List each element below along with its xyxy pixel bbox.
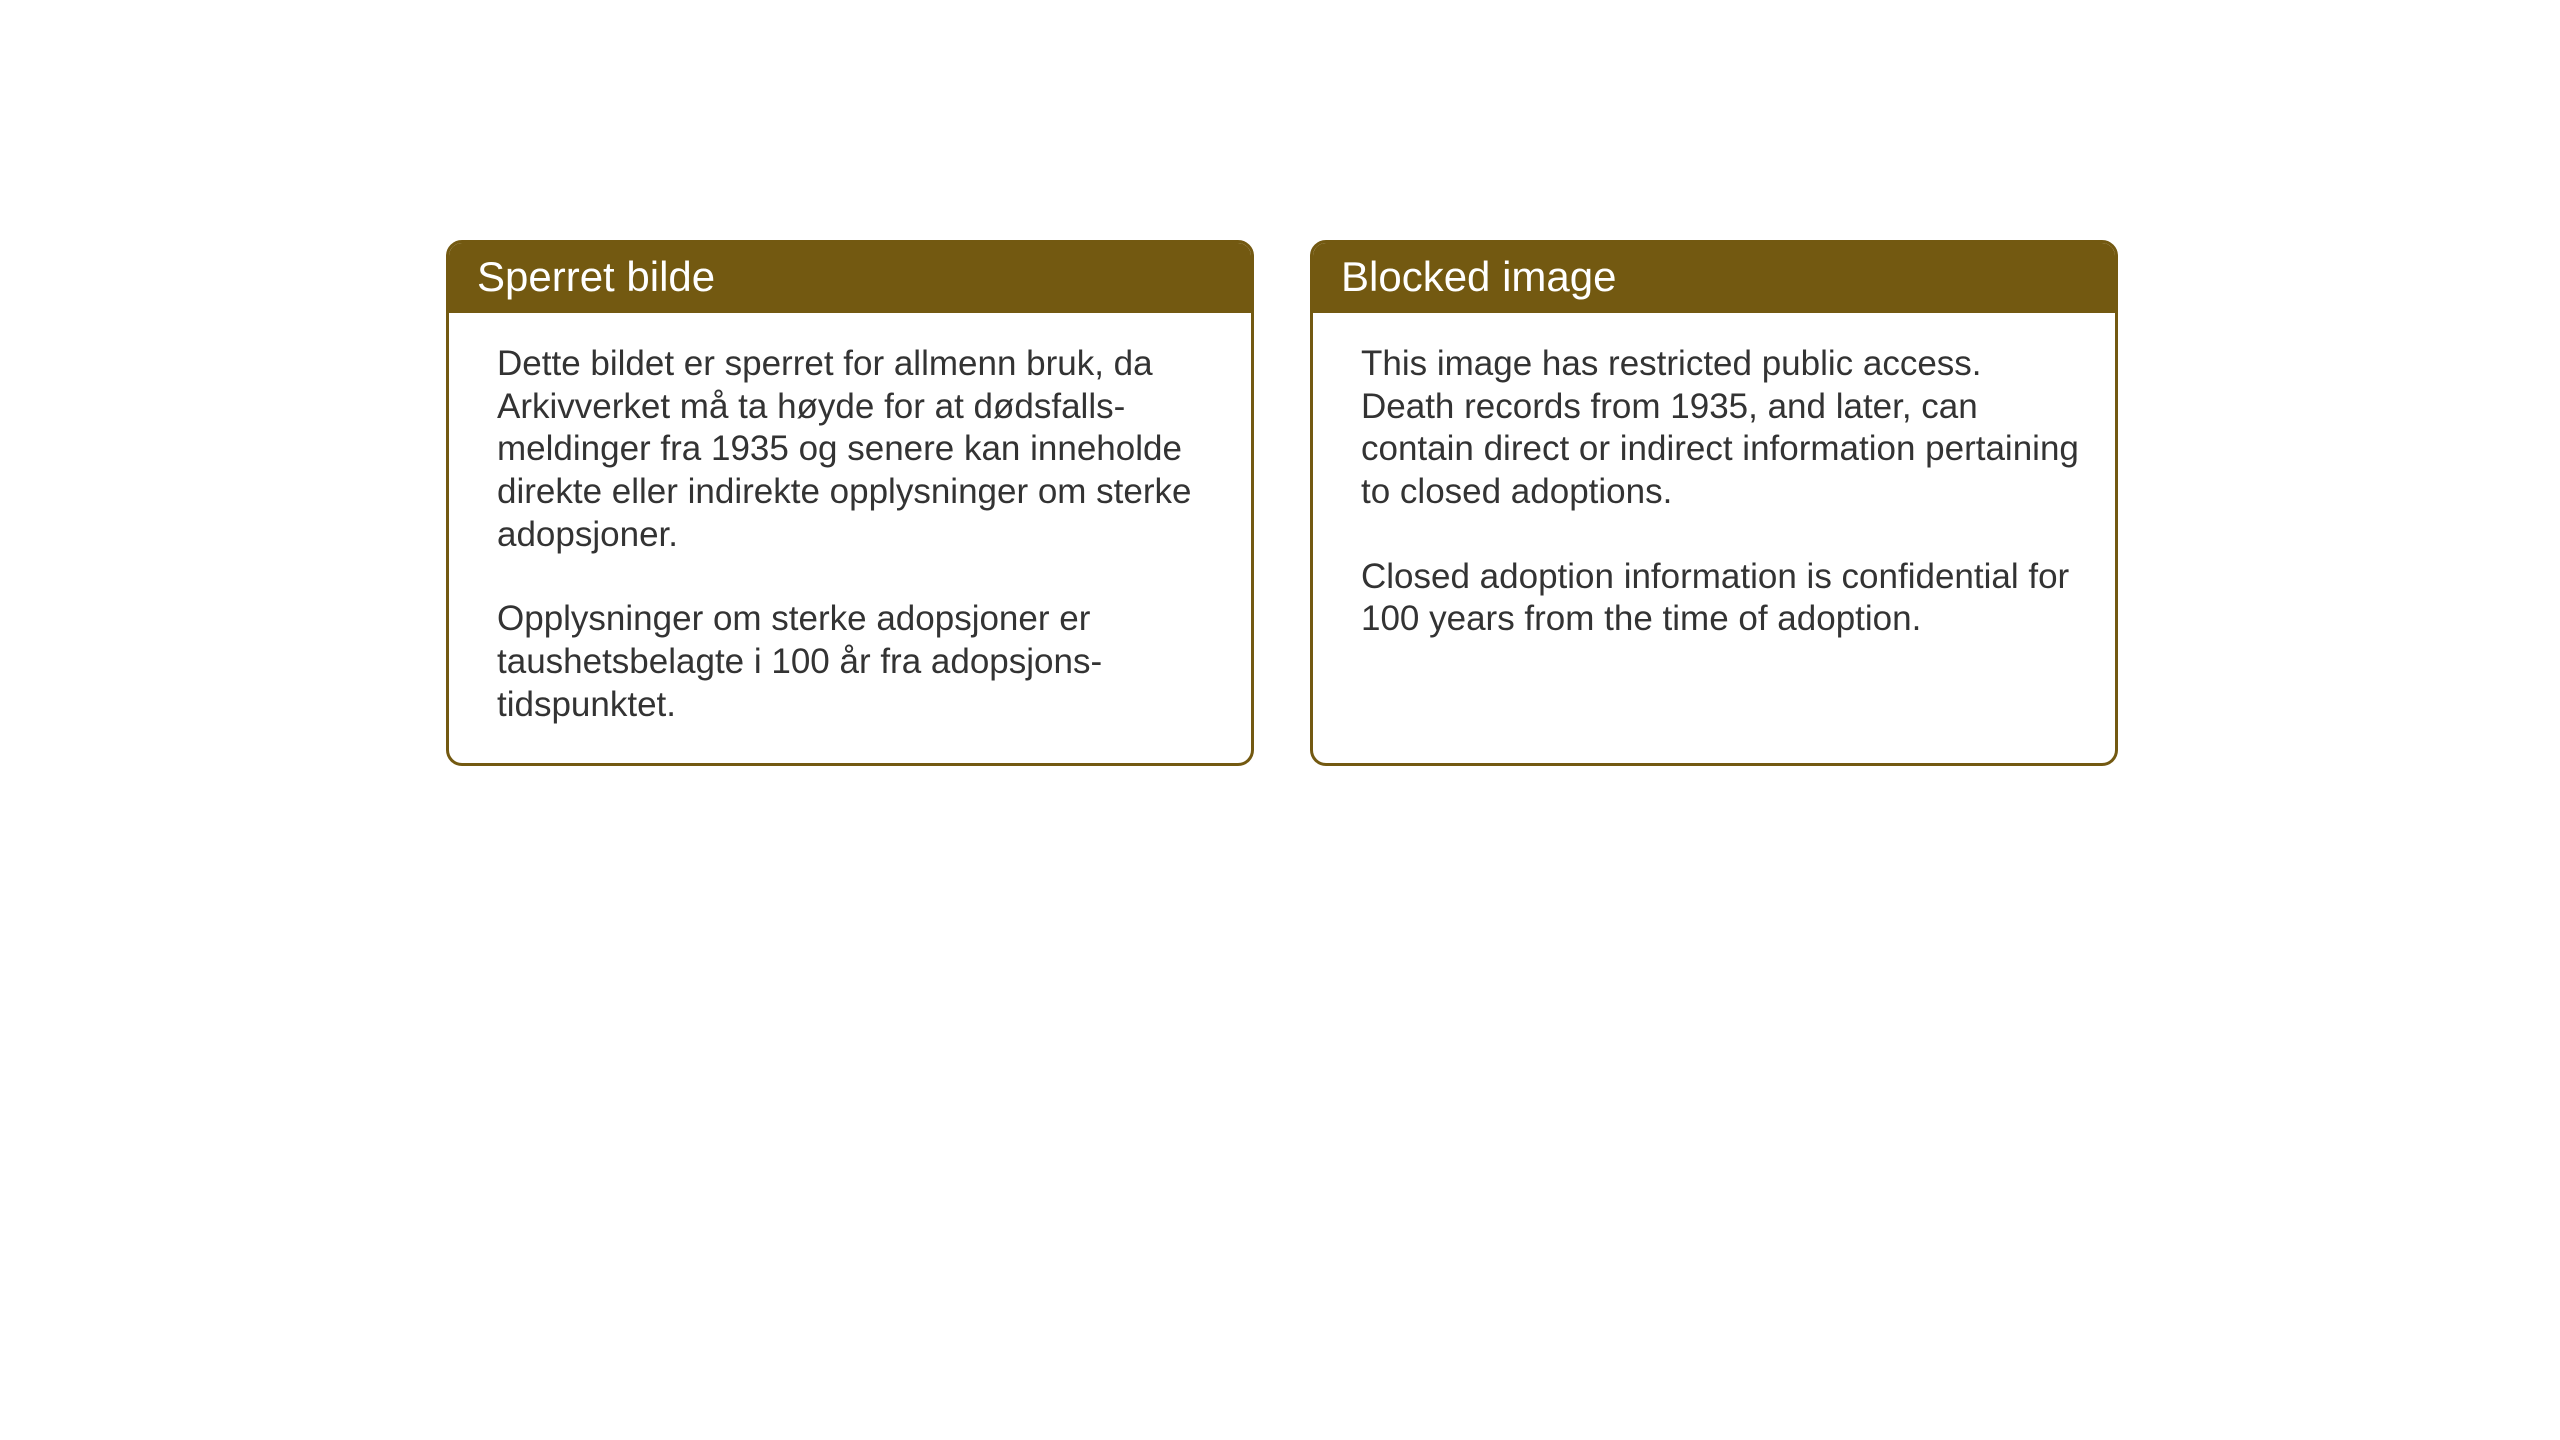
norwegian-card-body: Dette bildet er sperret for allmenn bruk… <box>449 313 1251 763</box>
notice-container: Sperret bilde Dette bildet er sperret fo… <box>446 240 2118 766</box>
norwegian-paragraph-1: Dette bildet er sperret for allmenn bruk… <box>497 343 1215 556</box>
english-card-title: Blocked image <box>1313 243 2115 313</box>
norwegian-card-title: Sperret bilde <box>449 243 1251 313</box>
norwegian-paragraph-2: Opplysninger om sterke adopsjoner er tau… <box>497 598 1215 726</box>
english-card-body: This image has restricted public access.… <box>1313 313 2115 677</box>
english-notice-card: Blocked image This image has restricted … <box>1310 240 2118 766</box>
norwegian-notice-card: Sperret bilde Dette bildet er sperret fo… <box>446 240 1254 766</box>
english-paragraph-1: This image has restricted public access.… <box>1361 343 2079 514</box>
english-paragraph-2: Closed adoption information is confident… <box>1361 556 2079 641</box>
